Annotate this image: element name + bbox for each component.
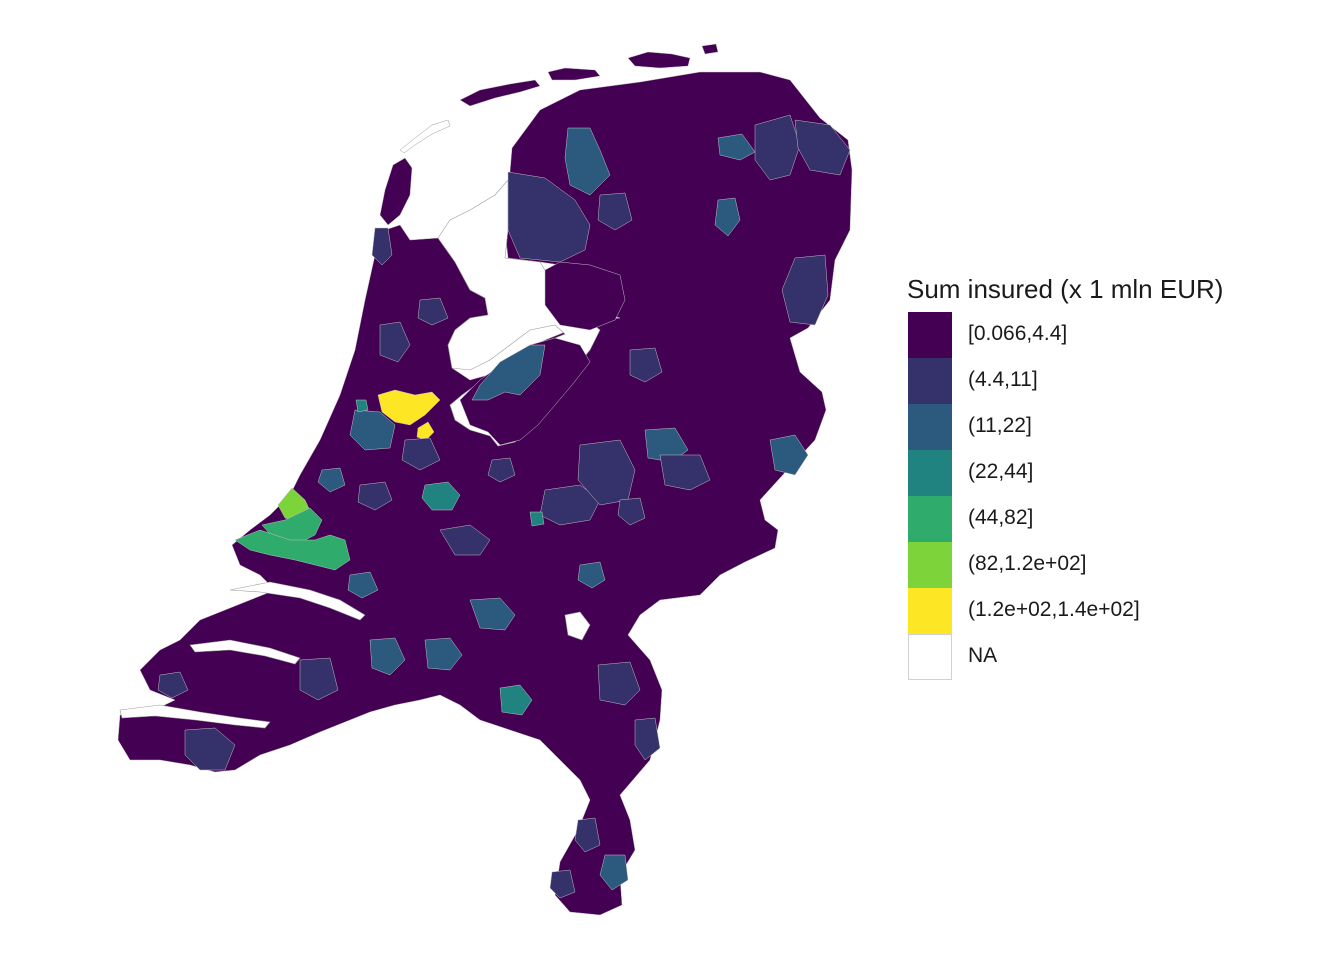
- legend-item: (22,44]: [907, 450, 1327, 496]
- muni-groningen-east: [754, 114, 801, 181]
- legend-label: (82,1.2e+02]: [968, 552, 1087, 575]
- legend-label: (11,22]: [968, 414, 1032, 437]
- legend-swatch: [908, 404, 952, 450]
- island-terschelling: [459, 79, 541, 107]
- legend-swatch: [908, 450, 952, 496]
- muni-sittard: [574, 817, 601, 853]
- muni-breda: [369, 637, 406, 676]
- estuary-oosterschelde: [189, 639, 301, 665]
- muni-maastricht: [549, 869, 576, 899]
- muni-middelburg: [157, 671, 189, 699]
- island-schiermonnikoog: [627, 51, 691, 69]
- legend-swatch: [908, 588, 952, 634]
- muni-amersfoort: [487, 457, 516, 483]
- legend-title: Sum insured (x 1 mln EUR): [907, 274, 1224, 304]
- legend-item: (44,82]: [907, 496, 1327, 542]
- muni-s-hertogenbosch: [469, 597, 516, 631]
- estuaries: [119, 581, 591, 729]
- muni-wageningen: [529, 511, 545, 527]
- municipality-shading: [157, 114, 851, 899]
- muni-helmond-region: [597, 661, 641, 706]
- noordoostpolder: [544, 261, 626, 331]
- legend-swatch: [908, 542, 952, 588]
- legend-item: NA: [907, 634, 1327, 680]
- muni-groningen-north: [717, 133, 756, 161]
- muni-rotterdam: [234, 529, 351, 571]
- legend-items: [0.066,4.4] (4.4,11] (11,22] (22,44] (44…: [907, 312, 1327, 680]
- island-ameland: [547, 67, 601, 81]
- legend-label: (44,82]: [968, 506, 1034, 529]
- legend-item: (82,1.2e+02]: [907, 542, 1327, 588]
- legend-label: (22,44]: [968, 460, 1034, 483]
- muni-roermond: [634, 717, 661, 761]
- legend-item: (11,22]: [907, 404, 1327, 450]
- enclave-baarle: [564, 611, 591, 641]
- estuary-haringvliet: [229, 581, 366, 621]
- muni-utrecht: [421, 481, 461, 511]
- legend-label: NA: [968, 644, 998, 667]
- muni-amsterdam: [377, 389, 441, 426]
- legend-item: (4.4,11]: [907, 358, 1327, 404]
- legend-swatch: [908, 358, 952, 404]
- legend-label: [0.066,4.4]: [968, 322, 1068, 345]
- map-legend: Sum insured (x 1 mln EUR) [0.066,4.4] (4…: [907, 272, 1327, 680]
- muni-terneuzen: [184, 727, 236, 771]
- map-canvas: [117, 43, 853, 916]
- muni-den-helder: [371, 227, 393, 266]
- muni-sudwest-fryslan: [507, 171, 591, 263]
- island-texel: [379, 157, 413, 226]
- muni-leiden: [317, 467, 346, 493]
- muni-alkmaar: [379, 321, 411, 363]
- muni-enschede: [769, 434, 809, 476]
- muni-emmen: [781, 254, 829, 326]
- legend-swatch: [908, 312, 952, 358]
- muni-eindhoven: [499, 684, 533, 716]
- estuary-westerschelde: [119, 704, 271, 729]
- muni-arnhem: [617, 497, 646, 526]
- muni-heerlen: [599, 854, 629, 891]
- muni-leeuwarden: [564, 127, 611, 196]
- muni-haarlemmermeer: [349, 409, 396, 451]
- island-rottumeroog: [701, 43, 719, 55]
- wadden-islands: [379, 43, 719, 226]
- legend-label: (4.4,11]: [968, 368, 1038, 391]
- muni-heerenveen: [597, 192, 633, 231]
- island-vlieland: [399, 119, 451, 154]
- muni-amstelveen: [416, 421, 435, 441]
- muni-nijmegen: [577, 561, 606, 589]
- muni-haarlem: [355, 399, 369, 413]
- legend-item: (1.2e+02,1.4e+02]: [907, 588, 1327, 634]
- muni-nieuwegein: [401, 437, 441, 471]
- netherlands-choropleth-map: [117, 43, 853, 916]
- muni-bergen-op-zoom: [299, 657, 339, 701]
- mainland-outline: [117, 71, 853, 916]
- legend-label: (1.2e+02,1.4e+02]: [968, 598, 1140, 621]
- muni-delfzijl: [794, 119, 851, 176]
- muni-hoorn: [417, 297, 449, 326]
- muni-gouda: [357, 481, 393, 511]
- muni-assen: [714, 197, 741, 237]
- muni-zwolle: [629, 347, 663, 383]
- muni-lelystad: [471, 344, 546, 401]
- legend-swatch: [908, 634, 952, 680]
- legend-item: [0.066,4.4]: [907, 312, 1327, 358]
- muni-tilburg: [424, 637, 463, 671]
- muni-hof-van-twente: [659, 454, 711, 491]
- legend-swatch: [908, 496, 952, 542]
- muni-dordrecht: [347, 571, 379, 599]
- muni-tiel-west-betuwe: [439, 524, 491, 556]
